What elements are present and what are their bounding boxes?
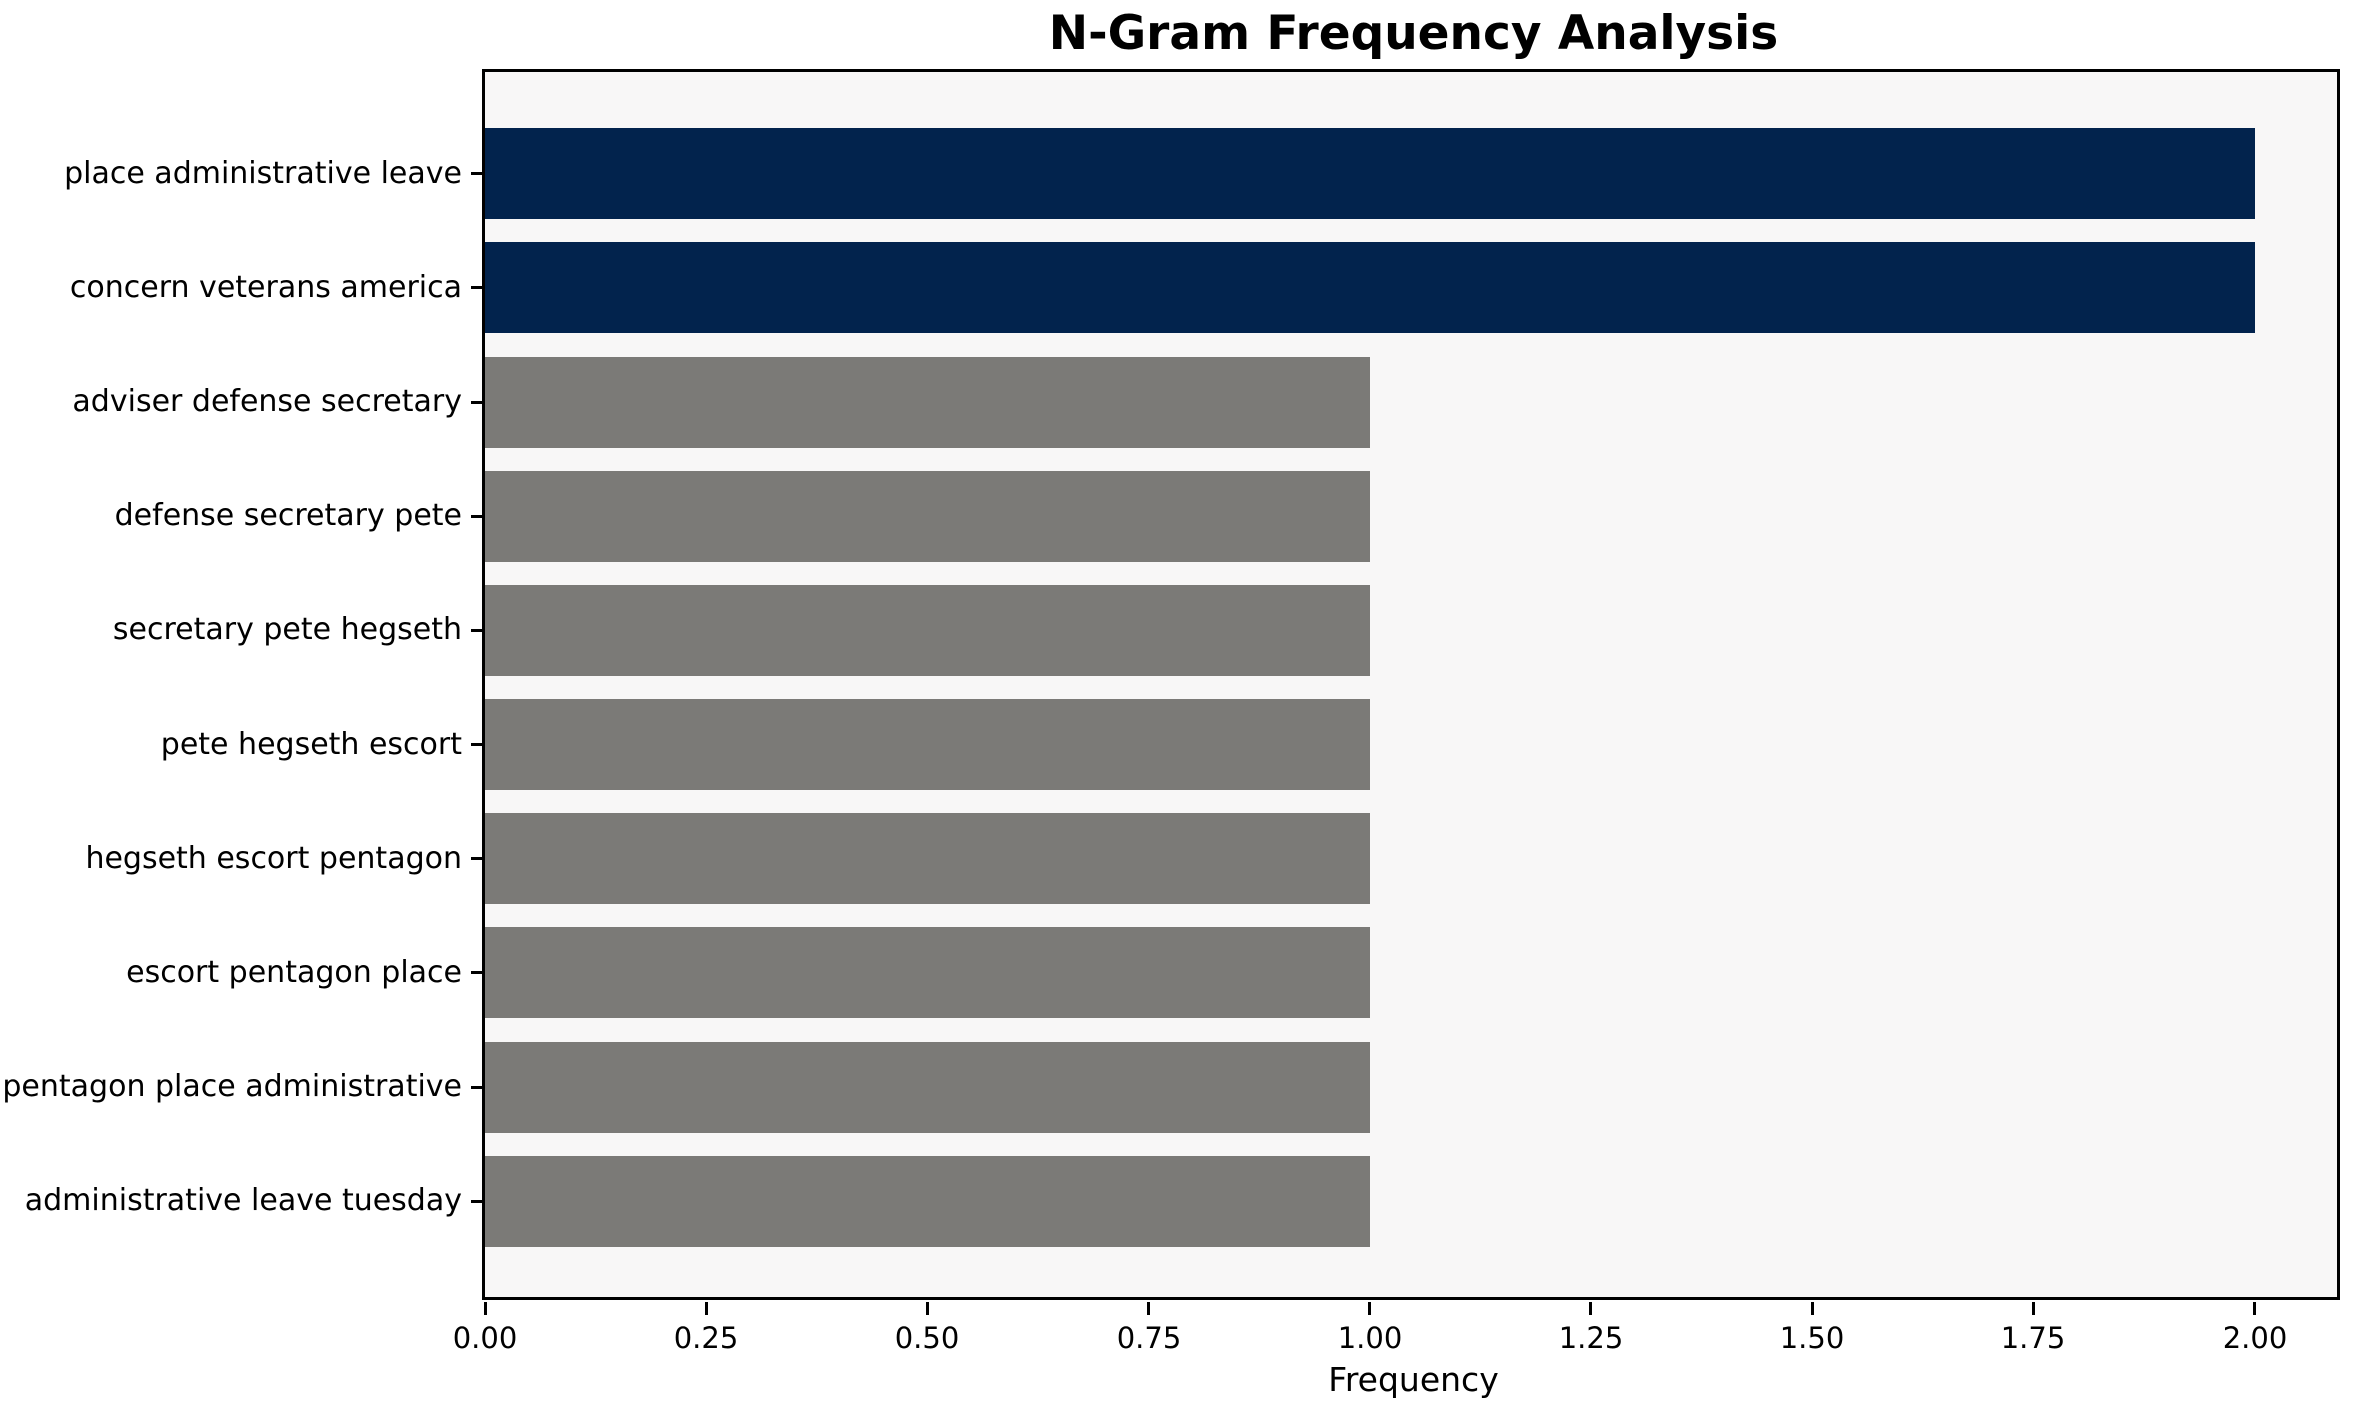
x-tick-label: 1.00 — [1337, 1321, 1403, 1355]
x-tick-label: 1.25 — [1558, 1321, 1624, 1355]
x-tick-label: 0.50 — [894, 1321, 960, 1355]
bar — [485, 242, 2255, 333]
y-tick-mark — [471, 971, 483, 974]
y-tick-mark — [471, 172, 483, 175]
x-tick-mark — [1368, 1302, 1371, 1315]
x-tick-mark — [484, 1302, 487, 1315]
bar — [485, 1042, 1370, 1133]
x-tick-mark — [926, 1302, 929, 1315]
x-tick-label: 1.50 — [1779, 1321, 1845, 1355]
bar — [485, 357, 1370, 448]
y-tick-label: place administrative leave — [64, 156, 462, 191]
bar — [485, 128, 2255, 219]
x-tick-mark — [1589, 1302, 1592, 1315]
y-tick-label: escort pentagon place — [126, 955, 462, 990]
y-tick-mark — [471, 515, 483, 518]
chart-title: N-Gram Frequency Analysis — [1048, 6, 1779, 61]
y-tick-label: secretary pete hegseth — [112, 612, 462, 647]
y-tick-label: adviser defense secretary — [72, 384, 462, 419]
bar — [485, 1156, 1370, 1247]
x-tick-mark — [2253, 1302, 2256, 1315]
y-tick-label: pentagon place administrative — [2, 1069, 462, 1104]
y-tick-label: defense secretary pete — [114, 498, 462, 533]
y-tick-label: hegseth escort pentagon — [85, 841, 462, 876]
y-tick-label: administrative leave tuesday — [24, 1183, 462, 1218]
x-tick-mark — [2032, 1302, 2035, 1315]
y-tick-mark — [471, 1086, 483, 1089]
x-tick-mark — [1147, 1302, 1150, 1315]
x-tick-label: 0.00 — [452, 1321, 518, 1355]
x-tick-label: 2.00 — [2222, 1321, 2288, 1355]
bar — [485, 699, 1370, 790]
bar — [485, 471, 1370, 562]
plot-area — [482, 69, 2340, 1300]
y-tick-label: concern veterans america — [69, 270, 462, 305]
y-tick-mark — [471, 629, 483, 632]
x-tick-label: 0.75 — [1116, 1321, 1182, 1355]
y-tick-mark — [471, 401, 483, 404]
x-tick-mark — [705, 1302, 708, 1315]
y-tick-label: pete hegseth escort — [160, 727, 462, 762]
bar — [485, 585, 1370, 676]
bar — [485, 927, 1370, 1018]
x-axis-label: Frequency — [1328, 1360, 1499, 1399]
bar — [485, 813, 1370, 904]
y-tick-mark — [471, 857, 483, 860]
y-tick-mark — [471, 743, 483, 746]
y-tick-mark — [471, 286, 483, 289]
bars-container — [485, 72, 2337, 1297]
y-tick-mark — [471, 1200, 483, 1203]
x-tick-label: 0.25 — [673, 1321, 739, 1355]
x-tick-label: 1.75 — [2000, 1321, 2066, 1355]
x-tick-mark — [1811, 1302, 1814, 1315]
